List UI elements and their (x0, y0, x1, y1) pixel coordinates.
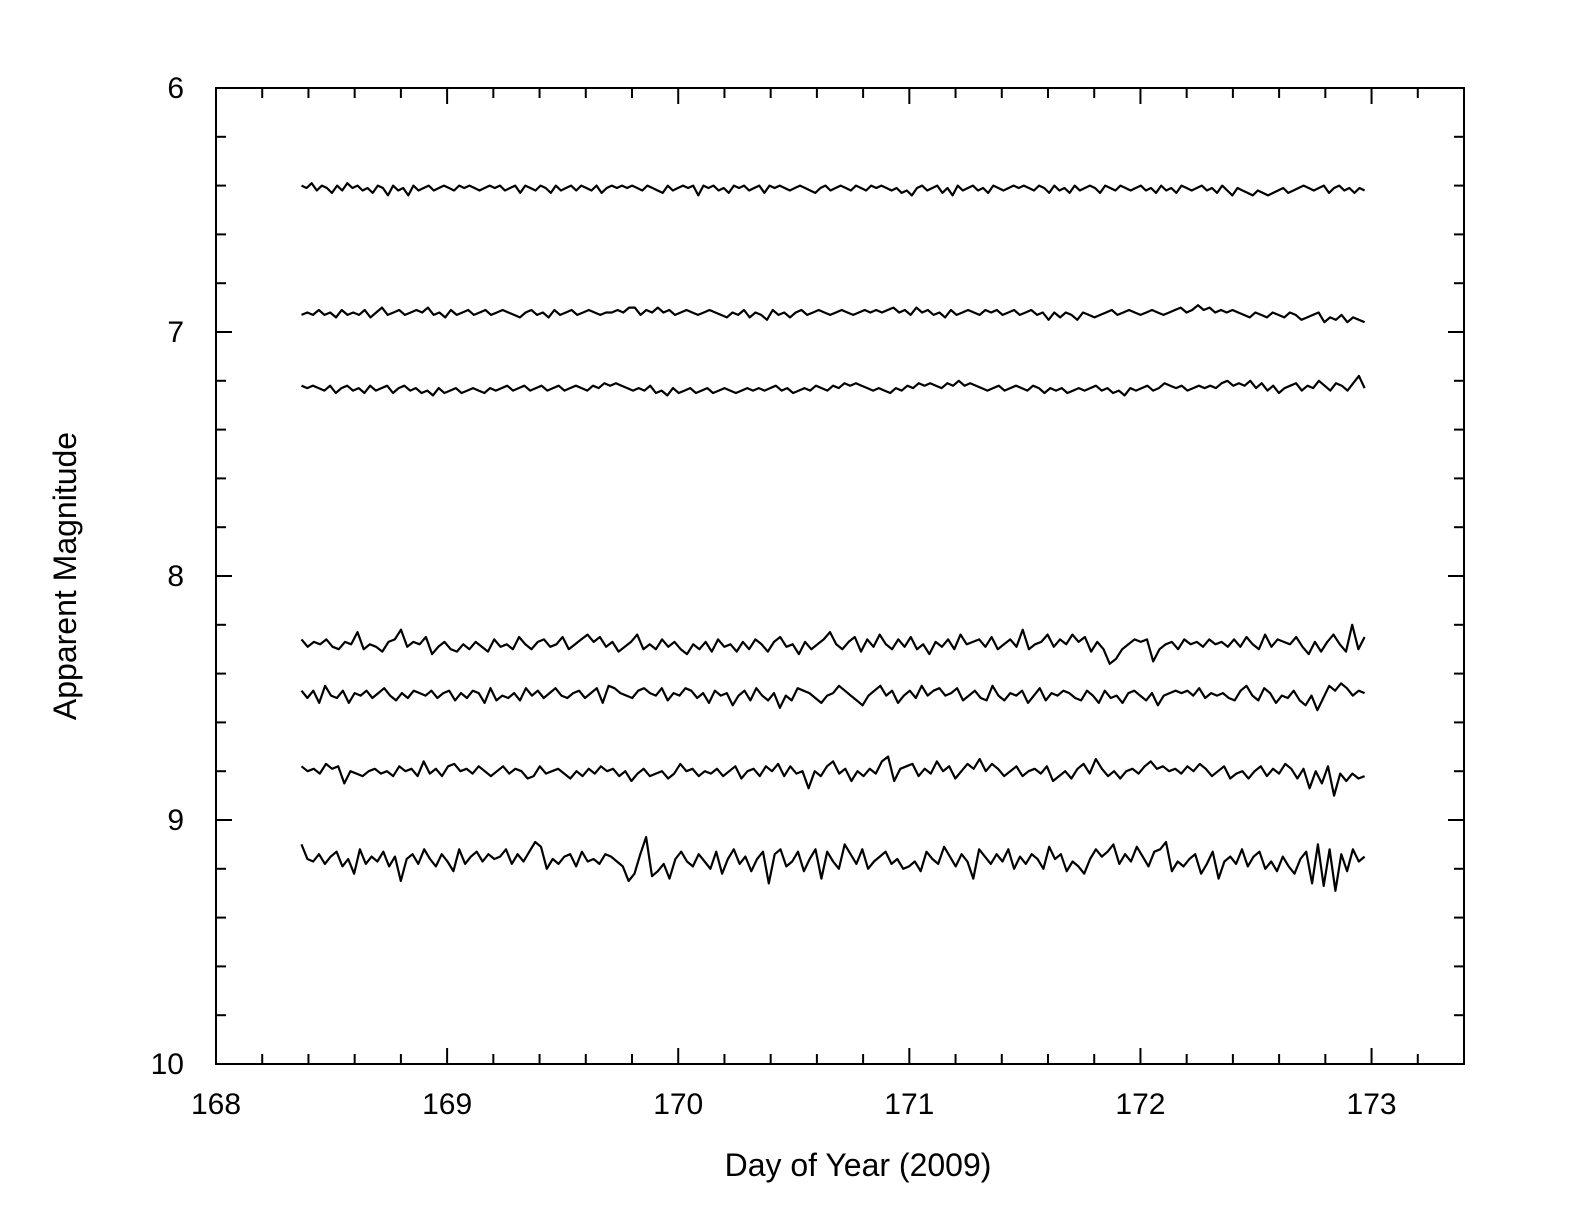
series-line-3 (301, 374, 1366, 397)
y-axis-label: Apparent Magnitude (47, 432, 83, 720)
y-tick-label: 6 (167, 72, 184, 105)
series-group (300, 182, 1366, 892)
series-line-1 (301, 182, 1366, 197)
y-tick-label: 10 (151, 1048, 184, 1081)
x-tick-label: 170 (653, 1088, 703, 1121)
x-tick-label: 169 (422, 1088, 472, 1121)
y-tick-label: 9 (167, 804, 184, 837)
plot-frame (215, 87, 1465, 1065)
series-line-5 (300, 682, 1366, 712)
x-tick-label: 172 (1115, 1088, 1165, 1121)
series-line-4 (300, 623, 1366, 665)
series-line-7 (300, 835, 1366, 892)
series-line-2 (301, 304, 1366, 324)
x-tick-label: 171 (884, 1088, 934, 1121)
x-axis-label: Day of Year (2009) (725, 1147, 992, 1183)
axis-ticks (215, 87, 1465, 1065)
series-line-6 (300, 755, 1366, 797)
x-tick-label: 168 (191, 1088, 241, 1121)
y-tick-label: 8 (167, 560, 184, 593)
y-tick-label: 7 (167, 316, 184, 349)
x-tick-label: 173 (1347, 1088, 1397, 1121)
tick-labels: 168 169 170 171 172 173 6 7 8 9 10 (151, 72, 1397, 1121)
